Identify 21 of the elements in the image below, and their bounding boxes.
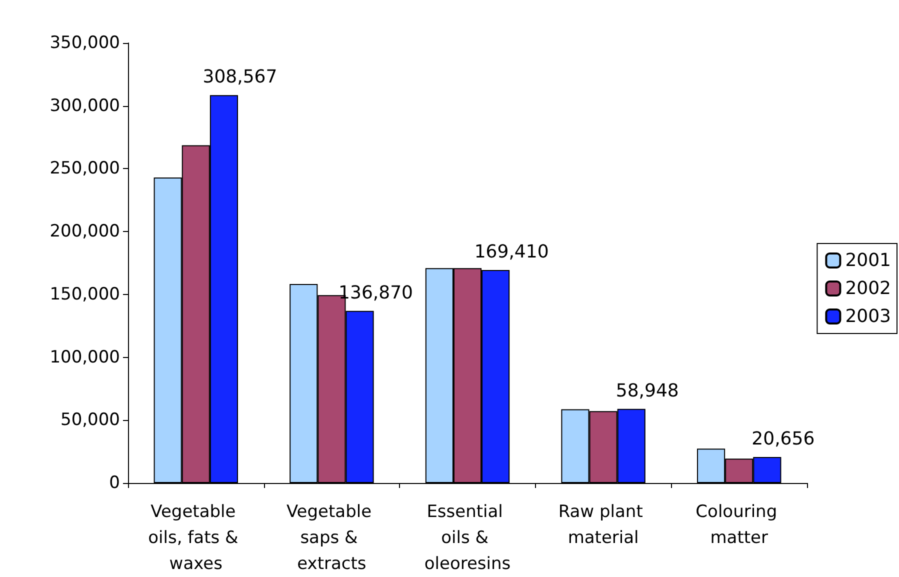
x-tick-label: Raw plant material <box>558 502 648 548</box>
x-tick-label: Vegetable oils, fats & waxes <box>148 502 244 574</box>
y-tick-label: 250,000 <box>50 158 120 179</box>
x-tick-label: Vegetable saps & extracts <box>286 502 377 574</box>
y-tick-label: 50,000 <box>60 410 120 430</box>
data-label: 20,656 <box>752 428 815 450</box>
x-tick-label: Colouring matter <box>696 502 783 548</box>
legend-label: 2002 <box>845 278 892 299</box>
data-label: 136,870 <box>338 282 413 304</box>
x-tick-label: Essential oils & oleoresins <box>424 502 511 574</box>
y-tick-label: 300,000 <box>50 96 120 116</box>
data-label: 58,948 <box>616 380 679 402</box>
legend-label: 2003 <box>845 306 892 327</box>
y-tick-label: 150,000 <box>50 284 120 304</box>
y-tick-label: 350,000 <box>50 33 120 53</box>
y-tick-label: 100,000 <box>50 347 120 368</box>
legend-label: 2001 <box>845 250 892 271</box>
y-tick-label: 200,000 <box>50 222 120 242</box>
y-tick-label: 0 <box>109 473 120 493</box>
data-label: 308,567 <box>202 66 278 88</box>
data-label: 169,410 <box>474 242 549 263</box>
